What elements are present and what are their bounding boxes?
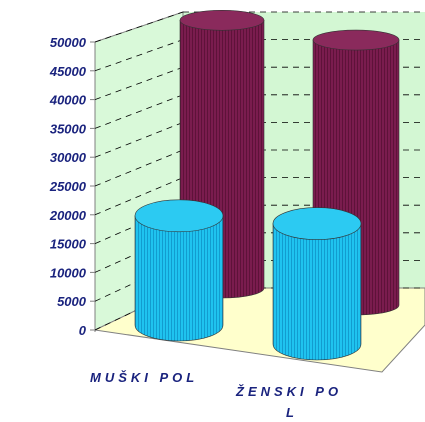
y-tick-label: 5000	[57, 294, 87, 309]
gridline-side	[94, 149, 184, 187]
gridline-side	[94, 66, 184, 100]
cylinder-top	[179, 9, 265, 31]
gridline-side	[94, 39, 184, 72]
cylinder-top	[134, 199, 224, 233]
category-label-zenski-line2: L	[286, 405, 298, 420]
cylinder-bar-s0-1	[272, 207, 362, 361]
category-label-zenski-line1: ŽENSKI PO	[235, 384, 342, 399]
y-axis: 5000045000400003500030000250002000015000…	[49, 35, 95, 338]
category-label-muski: MUŠKI POL	[90, 370, 198, 385]
cylinder-bar-s0-0	[134, 199, 224, 342]
y-tick-label: 10000	[50, 265, 87, 280]
gridline-side	[94, 11, 184, 43]
y-tick-label: 20000	[49, 208, 87, 223]
gridline-side	[94, 122, 184, 158]
cylinder-body	[134, 215, 224, 342]
gridline-side	[94, 94, 184, 129]
cylinder-body	[272, 223, 362, 361]
cylinder-top	[312, 29, 400, 51]
y-tick-label: 0	[79, 323, 87, 338]
cylinders	[134, 9, 400, 361]
cylinder-top	[272, 207, 362, 240]
y-tick-label: 45000	[49, 64, 87, 79]
y-tick-label: 25000	[49, 179, 87, 194]
y-tick-label: 15000	[50, 237, 87, 252]
y-tick-label: 35000	[50, 121, 87, 136]
gridline-side	[94, 177, 184, 216]
y-tick-label: 30000	[50, 150, 87, 165]
y-tick-label: 50000	[50, 35, 87, 50]
y-tick-label: 40000	[49, 93, 87, 108]
